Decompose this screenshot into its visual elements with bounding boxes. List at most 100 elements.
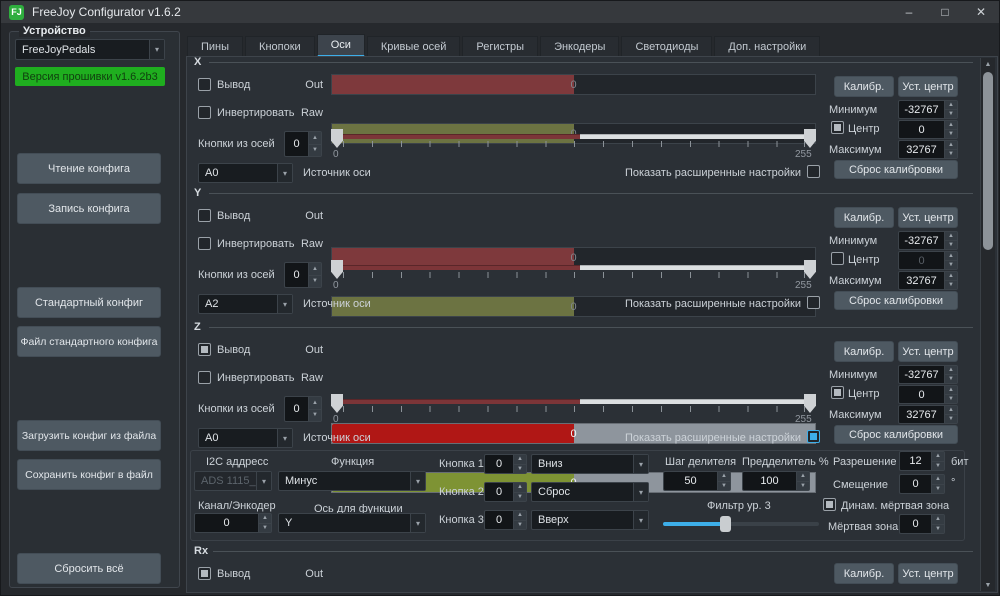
chevron-down-icon[interactable]: ▾ [410, 472, 425, 490]
tab-registers[interactable]: Регистры [462, 36, 538, 57]
spin-down-icon[interactable]: ▼ [797, 482, 809, 491]
spin-up-icon[interactable]: ▲ [514, 455, 526, 465]
axis-source-select[interactable]: A0 ▾ [198, 163, 293, 183]
set-center-button[interactable]: Уст. центр [898, 76, 958, 97]
maximize-icon[interactable]: □ [927, 1, 963, 23]
spin-down-icon[interactable]: ▼ [945, 130, 957, 138]
spin-up-icon[interactable]: ▲ [945, 406, 957, 415]
tab-pins[interactable]: Пины [187, 36, 243, 57]
filter-slider-handle[interactable] [720, 516, 731, 532]
save-config-button[interactable]: Сохранить конфиг в файл [17, 459, 161, 490]
spin-down-icon[interactable]: ▼ [932, 525, 944, 534]
spin-up-icon[interactable]: ▲ [309, 263, 321, 276]
read-config-button[interactable]: Чтение конфига [17, 153, 161, 184]
minimize-icon[interactable]: – [891, 1, 927, 23]
invert-checkbox[interactable] [198, 237, 211, 250]
resolution-spinner[interactable]: 12 ▲▼ [899, 451, 945, 471]
chevron-down-icon[interactable]: ▾ [633, 455, 648, 473]
range-slider-track-high[interactable] [580, 134, 810, 139]
show-advanced-checkbox[interactable] [807, 296, 820, 309]
chevron-down-icon[interactable]: ▾ [277, 295, 292, 313]
center-checkbox[interactable] [831, 121, 844, 134]
tab-buttons[interactable]: Кнопоки [245, 36, 315, 57]
button3-action-select[interactable]: Вверх ▾ [531, 510, 649, 530]
spin-up-icon[interactable]: ▲ [514, 511, 526, 521]
spin-up-icon[interactable]: ▲ [309, 397, 321, 410]
reset-calibration-button[interactable]: Сброс калибровки [834, 425, 958, 444]
spin-down-icon[interactable]: ▼ [945, 241, 957, 249]
set-center-button[interactable]: Уст. центр [898, 563, 958, 584]
range-slider-track-high[interactable] [580, 265, 810, 270]
tab-curves[interactable]: Кривые осей [367, 36, 460, 57]
range-slider-track-low[interactable] [337, 399, 580, 404]
tab-extra[interactable]: Доп. настройки [714, 36, 820, 57]
spin-up-icon[interactable]: ▲ [945, 386, 957, 395]
button1-spinner[interactable]: 0 ▲▼ [484, 454, 527, 474]
show-advanced-checkbox[interactable] [807, 165, 820, 178]
function-select[interactable]: Минус ▾ [278, 471, 426, 491]
close-icon[interactable]: ✕ [963, 1, 999, 23]
spin-down-icon[interactable]: ▼ [309, 410, 321, 422]
calibrate-button[interactable]: Калибр. [834, 207, 894, 228]
spin-up-icon[interactable]: ▲ [718, 472, 730, 482]
spin-up-icon[interactable]: ▲ [932, 475, 944, 485]
divider-step-spinner[interactable]: 50 ▲▼ [663, 471, 731, 491]
tab-encoders[interactable]: Энкодеры [540, 36, 619, 57]
spin-up-icon[interactable]: ▲ [932, 515, 944, 525]
spin-up-icon[interactable]: ▲ [309, 132, 321, 145]
output-checkbox[interactable] [198, 567, 211, 580]
spin-down-icon[interactable]: ▼ [932, 485, 944, 494]
show-advanced-checkbox[interactable] [807, 430, 820, 443]
spin-up-icon[interactable]: ▲ [945, 366, 957, 375]
maximum-field[interactable]: 32767 ▲▼ [898, 271, 958, 290]
spin-down-icon[interactable]: ▼ [309, 145, 321, 157]
button2-action-select[interactable]: Сброс ▾ [531, 482, 649, 502]
spin-down-icon[interactable]: ▼ [945, 415, 957, 423]
reset-calibration-button[interactable]: Сброс калибровки [834, 160, 958, 179]
chevron-down-icon[interactable]: ▾ [410, 514, 425, 532]
offset-spinner[interactable]: 0 ▲▼ [899, 474, 945, 494]
minimum-field[interactable]: -32767 ▲▼ [898, 231, 958, 250]
chevron-down-icon[interactable]: ▾ [633, 483, 648, 501]
chevron-down-icon[interactable]: ▾ [149, 40, 164, 59]
prescaler-spinner[interactable]: 100 ▲▼ [742, 471, 810, 491]
filter-slider-track[interactable] [725, 522, 819, 526]
spin-down-icon[interactable]: ▼ [718, 482, 730, 491]
spin-down-icon[interactable]: ▼ [945, 281, 957, 289]
chevron-down-icon[interactable]: ▾ [277, 429, 292, 447]
tab-axes[interactable]: Оси [317, 34, 365, 57]
spin-up-icon[interactable]: ▲ [259, 514, 271, 524]
spin-down-icon[interactable]: ▼ [514, 521, 526, 530]
set-center-button[interactable]: Уст. центр [898, 207, 958, 228]
spin-up-icon[interactable]: ▲ [945, 232, 957, 241]
scroll-up-icon[interactable]: ▲ [981, 58, 995, 68]
spin-down-icon[interactable]: ▼ [945, 395, 957, 403]
minimum-field[interactable]: -32767 ▲▼ [898, 100, 958, 119]
tab-leds[interactable]: Светодиоды [621, 36, 712, 57]
axis-source-select[interactable]: A2 ▾ [198, 294, 293, 314]
output-checkbox[interactable] [198, 209, 211, 222]
calibrate-button[interactable]: Калибр. [834, 341, 894, 362]
spin-up-icon[interactable]: ▲ [945, 101, 957, 110]
spin-down-icon[interactable]: ▼ [259, 524, 271, 533]
calibrate-button[interactable]: Калибр. [834, 563, 894, 584]
deadzone-spinner[interactable]: 0 ▲▼ [899, 514, 945, 534]
center-field[interactable]: 0 ▲▼ [898, 385, 958, 404]
spin-up-icon[interactable]: ▲ [945, 121, 957, 130]
minimum-field[interactable]: -32767 ▲▼ [898, 365, 958, 384]
spin-down-icon[interactable]: ▼ [514, 493, 526, 502]
axis-buttons-spinner[interactable]: 0 ▲▼ [284, 131, 322, 157]
spin-down-icon[interactable]: ▼ [945, 375, 957, 383]
reset-all-button[interactable]: Сбросить всё [17, 553, 161, 584]
range-slider-track-low[interactable] [337, 134, 580, 139]
reset-calibration-button[interactable]: Сброс калибровки [834, 291, 958, 310]
output-checkbox[interactable] [198, 78, 211, 91]
spin-down-icon[interactable]: ▼ [514, 465, 526, 474]
spin-up-icon[interactable]: ▲ [945, 141, 957, 150]
standard-config-button[interactable]: Стандартный конфиг [17, 287, 161, 318]
center-checkbox[interactable] [831, 386, 844, 399]
invert-checkbox[interactable] [198, 371, 211, 384]
button2-spinner[interactable]: 0 ▲▼ [484, 482, 527, 502]
spin-up-icon[interactable]: ▲ [945, 272, 957, 281]
set-center-button[interactable]: Уст. центр [898, 341, 958, 362]
